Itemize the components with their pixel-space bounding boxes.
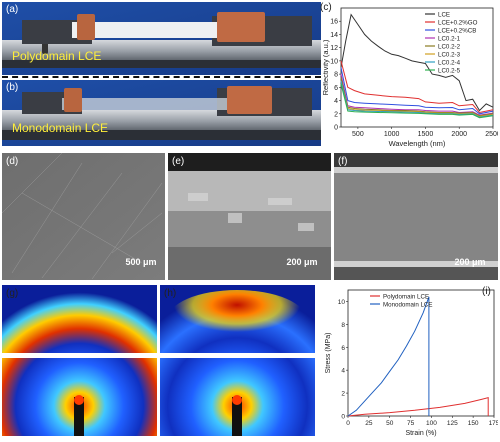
caption-polydomain: Polydomain LCE xyxy=(12,49,102,63)
waxs-pattern-h: (h) xyxy=(160,285,315,436)
panel-label-a: (a) xyxy=(6,4,19,15)
legend-entry: LC0.2-5 xyxy=(438,68,461,75)
waxs-pattern-h-art xyxy=(160,285,315,436)
sem-image-e-art xyxy=(168,153,331,280)
scale-bar-f: 200 μm xyxy=(446,257,494,267)
panel-label-g: (g) xyxy=(6,288,19,299)
y-tick-label: 10 xyxy=(338,299,346,306)
waxs-pattern-g-art xyxy=(2,285,157,436)
caption-monodomain: Monodomain LCE xyxy=(12,121,109,135)
chart-stress-strain: 0 25 50 75 100 125 150 175 0 2 4 6 8 10 Strain (%) Stre… xyxy=(322,284,500,437)
y-tick-label: 0 xyxy=(341,414,345,421)
x-tick-label: 125 xyxy=(447,420,458,427)
sem-image-d-art xyxy=(2,153,165,280)
panel-label-f: (f) xyxy=(338,156,348,167)
x-tick-label: 100 xyxy=(426,420,437,427)
x-tick-label: 150 xyxy=(468,420,479,427)
chart-stress-strain-svg: 0 25 50 75 100 125 150 175 0 2 4 6 8 10 Strain (%) Stre… xyxy=(325,289,500,437)
y-tick-label: 2 xyxy=(341,391,345,398)
series-line-lce-0-2-cb xyxy=(340,67,494,115)
series-line-lce xyxy=(340,13,494,112)
series-line-monodomain-lce xyxy=(347,296,430,417)
y-tick-label: 6 xyxy=(341,345,345,352)
photo-polydomain-art xyxy=(2,2,321,75)
y-tick-label: 4 xyxy=(341,368,345,375)
y-tick-label: 16 xyxy=(330,19,338,26)
y-tick-label: 12 xyxy=(330,45,338,52)
y-tick-label: 6 xyxy=(334,85,338,92)
y-tick-label: 10 xyxy=(330,58,338,65)
x-tick-label: 500 xyxy=(352,131,364,138)
series-line-lc0-2-5 xyxy=(340,83,494,119)
x-tick-label: 1000 xyxy=(384,131,400,138)
plot-frame xyxy=(347,289,495,417)
series-line-lce-0-2-go xyxy=(340,60,494,114)
photo-monodomain: (b) Monodomain LCE xyxy=(2,80,321,146)
x-tick-label: 25 xyxy=(365,420,373,427)
y-tick-label: 0 xyxy=(334,125,338,132)
x-tick-label: 0 xyxy=(346,420,350,427)
legend-entry: LCE+0.2%CB xyxy=(438,28,476,35)
sem-image-d: (d) 500 μm xyxy=(2,153,165,280)
photo-monodomain-art xyxy=(2,80,321,146)
series-line-lc0-2-2 xyxy=(340,77,494,117)
x-tick-label: 75 xyxy=(407,420,415,427)
panel-label-b: (b) xyxy=(6,82,19,93)
panel-label-c: (c) xyxy=(320,2,332,13)
panel-label-d: (d) xyxy=(6,156,19,167)
divider-dashed xyxy=(2,76,321,78)
x-tick-label: 1500 xyxy=(418,131,434,138)
sem-image-f-art xyxy=(334,153,498,280)
x-tick-label: 175 xyxy=(489,420,498,427)
y-axis-label: Reflectivity (a.u.) xyxy=(323,39,330,95)
legend-entry: LC0.2-4 xyxy=(438,60,461,67)
photo-polydomain: (a) Polydomain LCE xyxy=(2,2,321,75)
panel-label-e: (e) xyxy=(172,156,185,167)
scale-bar-e: 200 μm xyxy=(278,257,326,267)
legend-entry: LCE+0.2%GO xyxy=(438,20,478,27)
scale-label-e: 200 μm xyxy=(286,257,318,267)
y-axis-label: Stress (MPa) xyxy=(325,333,332,374)
x-axis-label: Wavelength (nm) xyxy=(389,139,446,148)
series-line-lc0-2-1 xyxy=(340,73,494,116)
scale-label-f: 200 μm xyxy=(454,257,486,267)
sem-image-f: (f) 200 μm xyxy=(334,153,498,280)
legend-entry: Monodomain LCE xyxy=(383,302,433,309)
sem-image-e: (e) 200 μm xyxy=(168,153,331,280)
series-line-lc0-2-3 xyxy=(340,80,494,117)
scale-label-d: 500 μm xyxy=(125,257,157,267)
scale-bar-d: 500 μm xyxy=(120,257,162,267)
y-tick-label: 14 xyxy=(330,32,338,39)
y-tick-label: 8 xyxy=(334,72,338,79)
x-tick-label: 50 xyxy=(386,420,394,427)
y-tick-label: 4 xyxy=(334,98,338,105)
x-tick-label: 2000 xyxy=(451,131,467,138)
legend-entry: LC0.2-1 xyxy=(438,36,461,43)
panel-label-h: (h) xyxy=(164,288,177,299)
x-axis-label: Strain (%) xyxy=(405,430,436,437)
legend-entry: Polydomain LCE xyxy=(383,294,429,301)
panel-label-i: (i) xyxy=(482,286,491,297)
series-line-polydomain-lce xyxy=(347,397,489,417)
legend-entry: LC0.2-3 xyxy=(438,52,461,59)
legend-entry: LC0.2-2 xyxy=(438,44,461,51)
series-line-lc0-2-4 xyxy=(340,80,494,118)
y-tick-label: 8 xyxy=(341,322,345,329)
waxs-pattern-g: (g) xyxy=(2,285,157,436)
legend-entry: LCE xyxy=(438,12,450,19)
y-tick-label: 2 xyxy=(334,111,338,118)
